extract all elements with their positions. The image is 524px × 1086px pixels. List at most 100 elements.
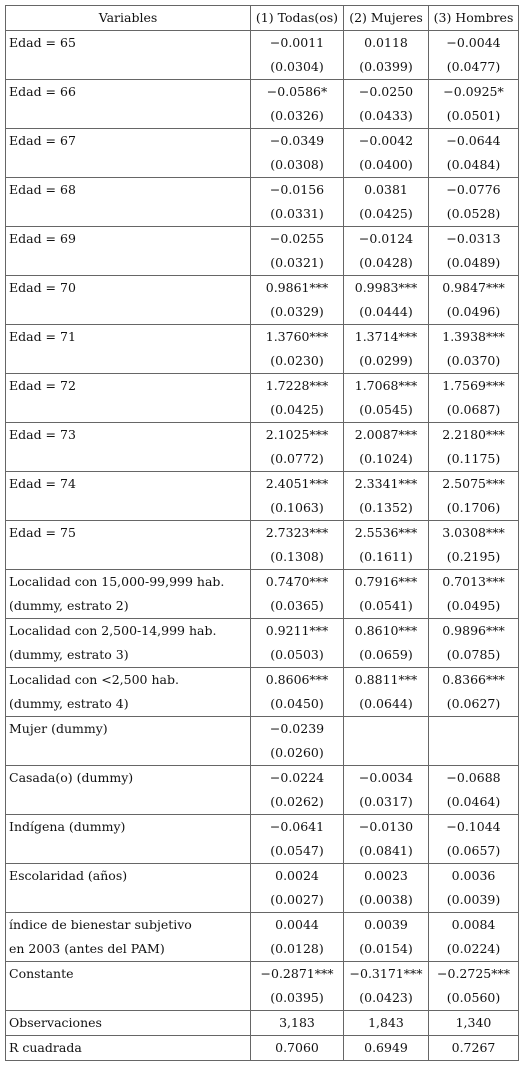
value-cell: (0.0304) xyxy=(250,55,344,80)
value-cell: (0.0039) xyxy=(428,888,519,913)
table-row: en 2003 (antes del PAM) (0.0128) (0.0154)(… xyxy=(5,937,519,962)
value-cell: (0.0326) xyxy=(250,104,344,129)
value-cell: (0.0560) xyxy=(428,986,519,1011)
row-label: Constante xyxy=(5,961,251,986)
table-row: (0.1063) (0.1352) (0.1706) xyxy=(5,496,519,521)
value-cell: 0.0023 xyxy=(343,863,429,888)
value-cell: (0.1611) xyxy=(343,545,429,570)
value-cell: −0.0641 xyxy=(250,814,344,839)
value-cell: 0.6949 xyxy=(343,1035,429,1061)
value-cell: 0.9896*** xyxy=(428,618,519,643)
value-cell: 0.0024 xyxy=(250,863,344,888)
row-label xyxy=(5,300,251,325)
value-cell xyxy=(428,716,519,741)
value-cell: 0.0381 xyxy=(343,177,429,202)
value-cell: −0.0239 xyxy=(250,716,344,741)
row-label: Edad = 68 xyxy=(5,177,251,202)
table-row: (0.0329) (0.0444) (0.0496) xyxy=(5,300,519,325)
value-cell: (0.0785) xyxy=(428,643,519,668)
table-row: R cuadrada 0.7060 0.6949 0.7267 xyxy=(5,1035,519,1061)
row-label xyxy=(5,398,251,423)
value-cell: (0.0321) xyxy=(250,251,344,276)
value-cell: 0.9983*** xyxy=(343,275,429,300)
header-row: Variables (1) Todas(os) (2) Mujeres (3) Hom… xyxy=(5,5,519,31)
value-cell: −0.0776 xyxy=(428,177,519,202)
table-row: (0.0425) (0.0545) (0.0687) xyxy=(5,398,519,423)
value-cell: (0.0687) xyxy=(428,398,519,423)
value-cell: (0.0331) xyxy=(250,202,344,227)
value-cell: (0.0329) xyxy=(250,300,344,325)
value-cell: −0.0255 xyxy=(250,226,344,251)
value-cell: 1,843 xyxy=(343,1010,429,1036)
value-cell: −0.0011 xyxy=(250,30,344,55)
value-cell: 3,183 xyxy=(250,1010,344,1036)
row-label xyxy=(5,55,251,80)
row-label: Observaciones xyxy=(5,1010,251,1036)
value-cell: −0.0044 xyxy=(428,30,519,55)
value-cell: (0.0128) xyxy=(250,937,344,962)
value-cell: −0.0250 xyxy=(343,79,429,104)
value-cell: (0.0395) xyxy=(250,986,344,1011)
value-cell: −0.0224 xyxy=(250,765,344,790)
row-label: Mujer (dummy) xyxy=(5,716,251,741)
table-row: Edad = 73 2.1025*** 2.0087*** 2.2180*** xyxy=(5,422,519,447)
table-row: Edad = 67 −0.0349 −0.0042 −0.0644 xyxy=(5,128,519,153)
table-row: (0.0027) (0.0038) (0.0039) xyxy=(5,888,519,913)
value-cell: (0.1024) xyxy=(343,447,429,472)
table-row: (dummy, estrato 2) (0.0365) (0.0541) (0.049… xyxy=(5,594,519,619)
table-row: (dummy, estrato 3) (0.0503) (0.0659) (0.078… xyxy=(5,643,519,668)
value-cell: 0.8610*** xyxy=(343,618,429,643)
value-cell: 2.5536*** xyxy=(343,520,429,545)
header-cell: (1) Todas(os) xyxy=(250,5,344,31)
table-row: (0.0547) (0.0841) (0.0657) xyxy=(5,839,519,864)
value-cell: 0.7060 xyxy=(250,1035,344,1061)
value-cell: (0.1706) xyxy=(428,496,519,521)
table-row: (0.0395) (0.0423) (0.0560) xyxy=(5,986,519,1011)
table-row: Observaciones 3,183 1,843 1,340 xyxy=(5,1010,519,1036)
value-cell: (0.0433) xyxy=(343,104,429,129)
value-cell: (0.0503) xyxy=(250,643,344,668)
value-cell: −0.2871*** xyxy=(250,961,344,986)
value-cell: −0.0156 xyxy=(250,177,344,202)
row-label xyxy=(5,104,251,129)
value-cell: 2.1025*** xyxy=(250,422,344,447)
row-label: R cuadrada xyxy=(5,1035,251,1061)
table-row: índice de bienestar subjetivo 0.0044 0.003… xyxy=(5,912,519,937)
value-cell: (0.0027) xyxy=(250,888,344,913)
value-cell: (0.0365) xyxy=(250,594,344,619)
table-row: (0.0308) (0.0400) (0.0484) xyxy=(5,153,519,178)
value-cell: (0.0262) xyxy=(250,790,344,815)
value-cell xyxy=(428,741,519,766)
value-cell: (0.0484) xyxy=(428,153,519,178)
value-cell: 1.3760*** xyxy=(250,324,344,349)
row-label: Edad = 75 xyxy=(5,520,251,545)
row-label xyxy=(5,447,251,472)
table-row: Edad = 74 2.4051*** 2.3341*** 2.5075*** xyxy=(5,471,519,496)
value-cell: 2.2180*** xyxy=(428,422,519,447)
table-row: Escolaridad (años) 0.0024 0.0023 0.0036 xyxy=(5,863,519,888)
table-row: Edad = 75 2.7323*** 2.5536*** 3.0308*** xyxy=(5,520,519,545)
value-cell: 0.9861*** xyxy=(250,275,344,300)
row-label: Localidad con <2,500 hab. xyxy=(5,667,251,692)
value-cell: 2.5075*** xyxy=(428,471,519,496)
value-cell: 0.0036 xyxy=(428,863,519,888)
row-label xyxy=(5,888,251,913)
value-cell: (0.0317) xyxy=(343,790,429,815)
table-row: Localidad con 2,500-14,999 hab. 0.9211***… xyxy=(5,618,519,643)
value-cell: 0.0118 xyxy=(343,30,429,55)
value-cell: 0.9847*** xyxy=(428,275,519,300)
row-label: en 2003 (antes del PAM) xyxy=(5,937,251,962)
row-label: Edad = 71 xyxy=(5,324,251,349)
value-cell: (0.0545) xyxy=(343,398,429,423)
value-cell: −0.1044 xyxy=(428,814,519,839)
row-label: (dummy, estrato 4) xyxy=(5,692,251,717)
value-cell: (0.0425) xyxy=(250,398,344,423)
table-row: Localidad con <2,500 hab. 0.8606*** 0.8811… xyxy=(5,667,519,692)
row-label xyxy=(5,545,251,570)
value-cell: 2.4051*** xyxy=(250,471,344,496)
value-cell: (0.0657) xyxy=(428,839,519,864)
table-row: (0.0321) (0.0428) (0.0489) xyxy=(5,251,519,276)
row-label: Edad = 69 xyxy=(5,226,251,251)
value-cell: (0.0489) xyxy=(428,251,519,276)
